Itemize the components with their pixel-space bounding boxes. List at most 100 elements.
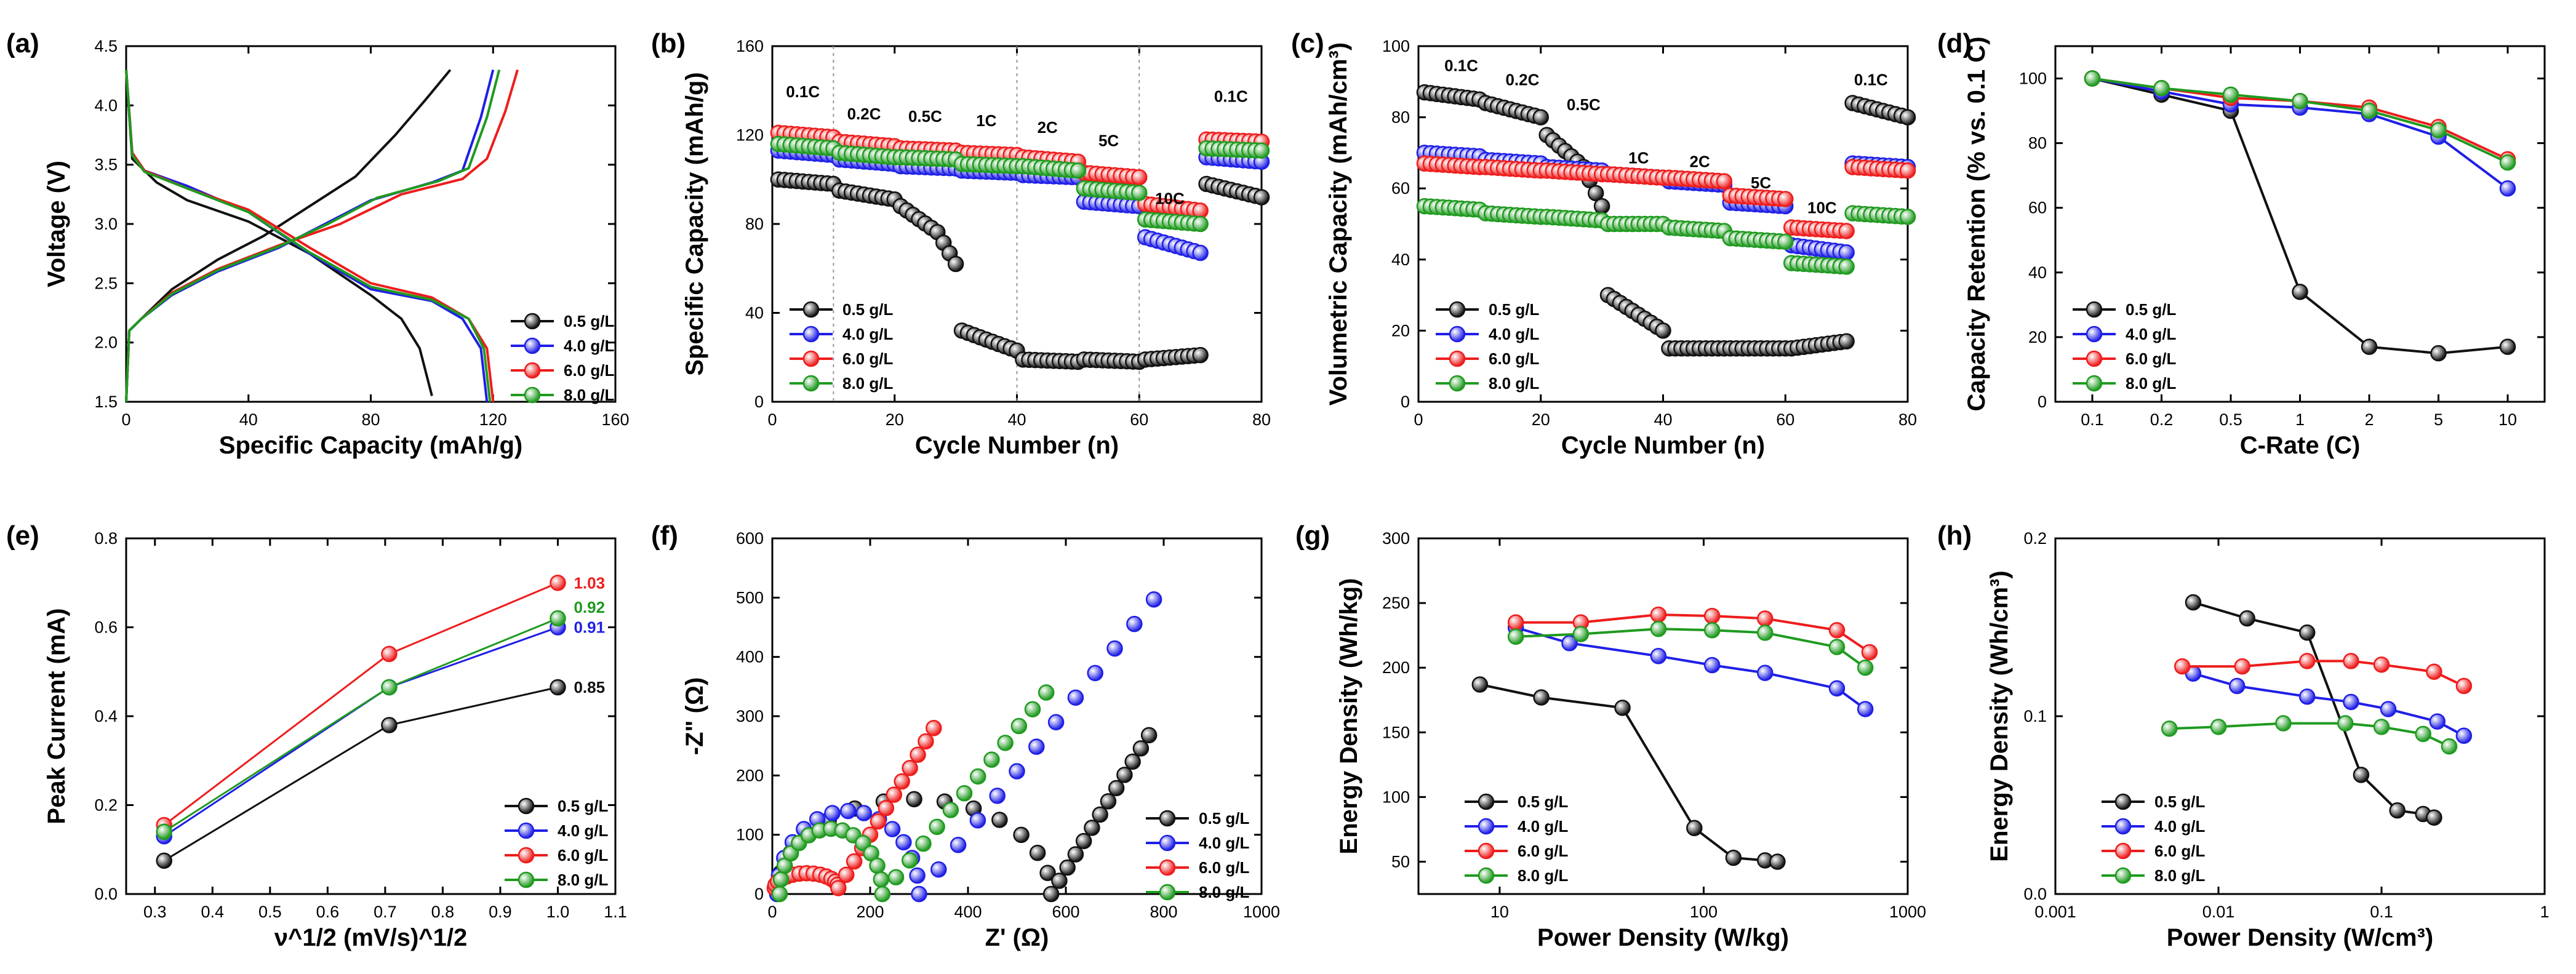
y-tick-label: 250 [1382, 594, 1410, 612]
x-tick-label: 80 [361, 410, 380, 429]
data-point [1507, 628, 1524, 645]
data-point [2298, 688, 2316, 705]
legend-marker [2114, 842, 2132, 860]
y-tick-label: 0.1 [2023, 707, 2047, 725]
legend-label: 0.5 g/L [558, 797, 608, 815]
x-tick-label: 1 [2540, 903, 2549, 921]
legend-label: 0.5 g/L [564, 312, 614, 330]
y-tick-label: 120 [736, 126, 764, 145]
data-point [1140, 727, 1158, 744]
rate-label: 5C [1098, 132, 1119, 150]
data-point [1070, 162, 1087, 179]
data-point [1828, 639, 1846, 655]
data-point [2174, 658, 2191, 675]
data-point [2429, 713, 2446, 730]
legend-label: 4.0 g/L [558, 821, 608, 840]
data-point [1131, 185, 1148, 201]
y-tick-label: 2.5 [94, 274, 118, 292]
data-point [2343, 653, 2359, 669]
panel-label: (f) [651, 521, 678, 551]
y-axis-title: -Z" (Ω) [681, 677, 708, 756]
y-tick-label: 100 [1382, 788, 1410, 806]
x-tick-label: 1.0 [546, 903, 570, 921]
data-point [1777, 191, 1794, 207]
legend-label: 4.0 g/L [2154, 817, 2205, 836]
legend-marker [2086, 301, 2103, 318]
x-tick-label: 0.1 [2370, 903, 2393, 921]
legend-label: 4.0 g/L [1518, 817, 1568, 836]
legend-marker [524, 386, 541, 404]
rate-label: 0.2C [1505, 71, 1539, 89]
y-axis-title: Peak Current (mA) [43, 608, 70, 824]
y-tick-label: 100 [1382, 37, 1410, 55]
data-point [1059, 859, 1076, 876]
data-point [381, 645, 398, 663]
legend-label: 0.5 g/L [842, 300, 893, 319]
legend-label: 0.5 g/L [1518, 792, 1568, 811]
data-point [870, 813, 887, 830]
legend-label: 0.5 g/L [2126, 300, 2176, 319]
data-point [1757, 665, 1774, 681]
rate-label: 0.1C [1854, 71, 1888, 89]
x-tick-label: 40 [1007, 410, 1026, 429]
data-point [906, 791, 922, 808]
data-point [2353, 767, 2370, 783]
data-point [1084, 820, 1100, 836]
data-point [886, 786, 903, 803]
data-point [1532, 109, 1549, 126]
data-point [1703, 607, 1721, 625]
data-point [2210, 719, 2227, 735]
x-tick-label: 80 [1898, 410, 1917, 429]
legend-label: 4.0 g/L [1199, 834, 1249, 852]
legend-label: 8.0 g/L [842, 374, 893, 393]
data-point [1857, 659, 1874, 676]
y-tick-label: 100 [2019, 70, 2047, 88]
legend-label: 8.0 g/L [558, 871, 608, 889]
y-tick-label: 150 [1382, 723, 1410, 741]
legend-marker [2114, 793, 2132, 810]
x-tick-label: 0.01 [2202, 903, 2235, 921]
data-point [2499, 338, 2516, 355]
x-axis-title: Power Density (W/cm³) [2167, 924, 2433, 951]
y-tick-label: 3.0 [94, 215, 118, 233]
data-point [824, 805, 841, 821]
data-point [895, 834, 912, 851]
legend-marker [1449, 301, 1466, 318]
x-tick-label: 20 [1532, 410, 1550, 429]
rate-label: 0.1C [1444, 56, 1478, 74]
data-point [1087, 665, 1103, 682]
data-point [1471, 676, 1489, 693]
legend-marker [2114, 818, 2132, 835]
data-point [2361, 338, 2378, 355]
x-tick-label: 0.6 [316, 903, 340, 921]
data-point [1899, 209, 1916, 225]
panel-label: (b) [651, 28, 686, 58]
data-point [1899, 162, 1916, 179]
x-axis-title: Cycle Number (n) [1561, 432, 1765, 459]
y-tick-label: 40 [745, 304, 764, 322]
data-point [2234, 658, 2250, 675]
x-tick-label: 0.9 [489, 903, 512, 921]
data-point [2499, 154, 2516, 171]
legend-label: 6.0 g/L [558, 846, 608, 864]
data-point [2426, 809, 2442, 826]
x-tick-label: 5 [2434, 410, 2443, 429]
x-tick-label: 1000 [1889, 903, 1926, 921]
legend-marker [802, 301, 820, 318]
x-tick-label: 0 [767, 410, 777, 429]
plot-frame [2054, 537, 2546, 895]
data-point [950, 836, 967, 853]
data-point [1838, 244, 1855, 261]
data-point [855, 805, 873, 821]
data-point [997, 735, 1014, 751]
data-point [2153, 80, 2170, 97]
x-tick-label: 60 [1776, 410, 1794, 429]
data-point [381, 717, 398, 733]
data-point [2499, 180, 2516, 197]
y-axis-title: Volumetric Capacity (mAh/cm³) [1325, 42, 1352, 406]
data-point [942, 802, 959, 818]
x-tick-label: 0.5 [258, 903, 282, 921]
y-tick-label: 500 [736, 588, 764, 607]
x-tick-label: 0.4 [201, 903, 225, 921]
x-axis-title: Power Density (W/kg) [1537, 924, 1789, 951]
